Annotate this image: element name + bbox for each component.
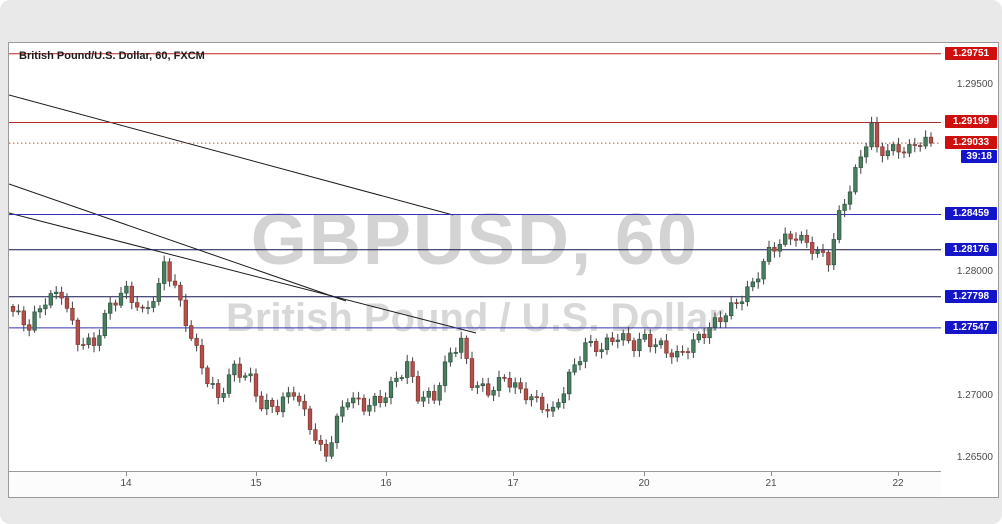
price-level-badge: 1.28176: [945, 242, 997, 256]
candle-countdown-badge: 39:18: [961, 150, 997, 164]
time-tick-label: 16: [380, 478, 392, 489]
time-tick: [386, 472, 387, 476]
time-tick-label: 22: [892, 478, 904, 489]
price-level-badge: 1.29033: [945, 136, 997, 150]
time-tick: [513, 472, 514, 476]
time-tick: [256, 472, 257, 476]
chart-plot-area[interactable]: GBPUSD, 60 British Pound / U.S. Dollar B…: [9, 43, 942, 472]
chart-title: British Pound/U.S. Dollar, 60, FXCM: [19, 50, 205, 62]
price-level-badge: 1.27547: [945, 320, 997, 334]
time-tick: [644, 472, 645, 476]
chart-window: GBPUSD, 60 British Pound / U.S. Dollar B…: [8, 42, 999, 498]
price-level-badge: 1.29199: [945, 115, 997, 129]
time-tick-label: 20: [638, 478, 650, 489]
price-tick-label: 1.29500: [956, 79, 993, 91]
price-tick-label: 1.28000: [956, 265, 993, 277]
time-tick: [898, 472, 899, 476]
time-tick: [126, 472, 127, 476]
time-tick: [771, 472, 772, 476]
candlestick-chart[interactable]: [9, 43, 941, 471]
time-tick-label: 21: [765, 478, 777, 489]
time-tick-label: 14: [120, 478, 132, 489]
time-tick-label: 17: [507, 478, 519, 489]
time-axis[interactable]: 14 15 16 17 20 21 22: [9, 472, 941, 497]
price-tick-label: 1.27000: [956, 389, 993, 401]
price-level-badge: 1.29751: [945, 46, 997, 60]
time-tick-label: 15: [250, 478, 262, 489]
price-level-badge: 1.27798: [945, 289, 997, 303]
price-level-badge: 1.28459: [945, 207, 997, 221]
price-axis[interactable]: 1.29500 1.28000 1.27000 1.26500 1.29751 1.291…: [941, 43, 998, 497]
price-tick-label: 1.26500: [956, 452, 993, 464]
